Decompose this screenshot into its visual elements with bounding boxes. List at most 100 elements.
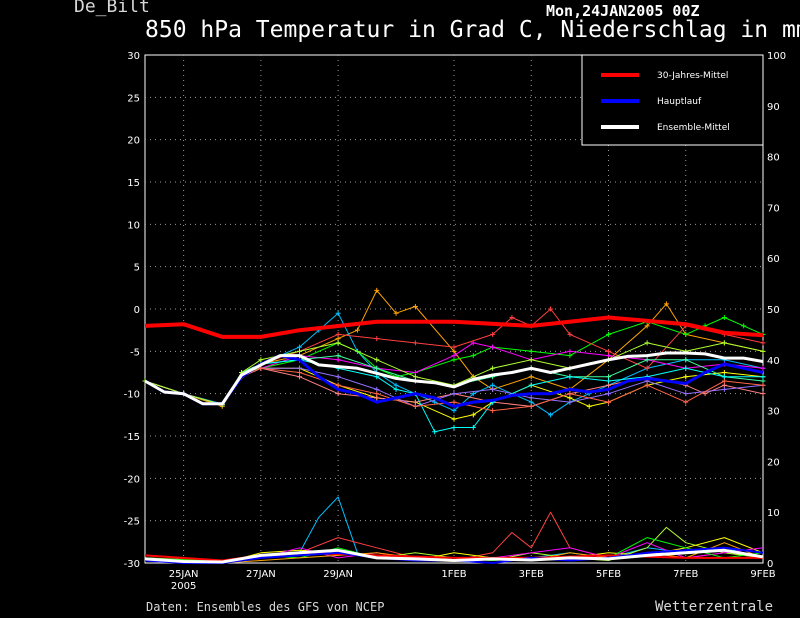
member-marker (432, 429, 438, 435)
legend: 30-Jahres-Mittel Hauptlauf Ensemble-Mittel (581, 54, 764, 146)
member-marker (721, 374, 727, 380)
right-tick-label: 40 (767, 356, 780, 367)
right-tick-label: 90 (767, 102, 780, 113)
member-marker (721, 340, 727, 346)
member-marker (374, 386, 380, 392)
right-tick-label: 60 (767, 254, 780, 265)
member-marker (412, 399, 418, 405)
member-marker (683, 331, 689, 337)
left-axis-ticks: 30 25 20 15 10 5 0 -5 -10 -15 -20 -25 -30 (124, 51, 140, 570)
member-marker (335, 310, 341, 316)
right-tick-label: 20 (767, 457, 780, 468)
member-marker (490, 382, 496, 388)
member-marker (606, 353, 611, 359)
left-tick-label: -20 (124, 474, 140, 485)
x-tick-label: 29JAN (323, 569, 353, 580)
member-marker (258, 357, 264, 363)
x-tick-label: 1FEB (441, 569, 466, 580)
member-marker (335, 336, 341, 342)
member-marker (374, 365, 380, 371)
temp-mean-line (144, 351, 764, 406)
member-marker (606, 378, 611, 384)
left-tick-label: 5 (134, 263, 140, 274)
member-marker (335, 374, 341, 380)
member-marker (374, 287, 380, 293)
precip-mean-line (144, 548, 764, 564)
left-tick-label: 25 (127, 93, 140, 104)
left-tick-label: -5 (130, 347, 140, 358)
member-marker (606, 382, 611, 388)
member-marker (683, 357, 689, 363)
legend-label: Ensemble-Mittel (657, 123, 730, 133)
member-marker (412, 403, 418, 409)
data-credit: Daten: Ensembles des GFS von NCEP (146, 600, 385, 614)
member-marker (490, 344, 496, 350)
member-marker (335, 391, 341, 397)
member-marker (451, 408, 457, 414)
left-tick-label: -10 (124, 390, 140, 401)
member-marker (470, 425, 476, 431)
member-marker (297, 344, 302, 350)
member-marker (741, 323, 747, 329)
member-marker (567, 348, 573, 354)
member-marker (721, 382, 727, 388)
right-tick-label: 10 (767, 508, 780, 519)
left-tick-label: 0 (134, 305, 140, 316)
member-marker (548, 412, 554, 418)
member-marker (644, 382, 650, 388)
member-marker (490, 331, 496, 337)
left-tick-label: 10 (127, 220, 140, 231)
x-tick-label: 9FEB (750, 569, 775, 580)
member-marker (567, 353, 573, 359)
member-marker (683, 399, 689, 405)
member-marker (528, 382, 534, 388)
member-marker (335, 331, 341, 337)
member-marker (721, 386, 727, 392)
member-marker (451, 425, 457, 431)
member-marker (297, 365, 302, 371)
member-marker (760, 340, 766, 346)
member-marker (374, 391, 380, 397)
member-marker (393, 386, 399, 392)
member-marker (606, 374, 611, 380)
member-marker (644, 323, 650, 329)
member-marker (297, 348, 302, 354)
member-marker (354, 327, 360, 333)
member-marker (567, 395, 573, 401)
member-marker (393, 310, 399, 316)
member-marker (586, 403, 592, 409)
member-marker (412, 340, 418, 346)
member-marker (374, 357, 380, 363)
member-marker (721, 378, 727, 384)
member-marker (490, 386, 496, 392)
member-marker (374, 336, 380, 342)
member-marker (721, 370, 727, 375)
x-tick-sublabel: 2005 (171, 581, 196, 592)
member-marker (760, 378, 766, 384)
member-marker (297, 370, 302, 375)
left-tick-label: -25 (124, 517, 140, 528)
member-marker (412, 370, 418, 375)
temp-climate-line (144, 315, 764, 339)
member-marker (335, 340, 341, 346)
right-tick-label: 100 (767, 51, 786, 62)
member-marker (451, 416, 457, 422)
legend-label: Hauptlauf (657, 97, 702, 107)
brand-label: Wetterzentrale (655, 599, 774, 615)
left-tick-label: 20 (127, 136, 140, 147)
member-marker (335, 382, 341, 388)
member-marker (528, 399, 534, 405)
member-marker (606, 331, 611, 337)
member-marker (760, 365, 766, 371)
member-marker (470, 412, 476, 418)
x-tick-label: 5FEB (596, 569, 621, 580)
member-marker (567, 374, 573, 380)
member-marker (760, 391, 766, 397)
member-marker (663, 301, 669, 307)
member-marker (528, 374, 534, 380)
member-marker (683, 391, 689, 397)
member-marker (567, 399, 573, 405)
member-marker (451, 344, 457, 350)
